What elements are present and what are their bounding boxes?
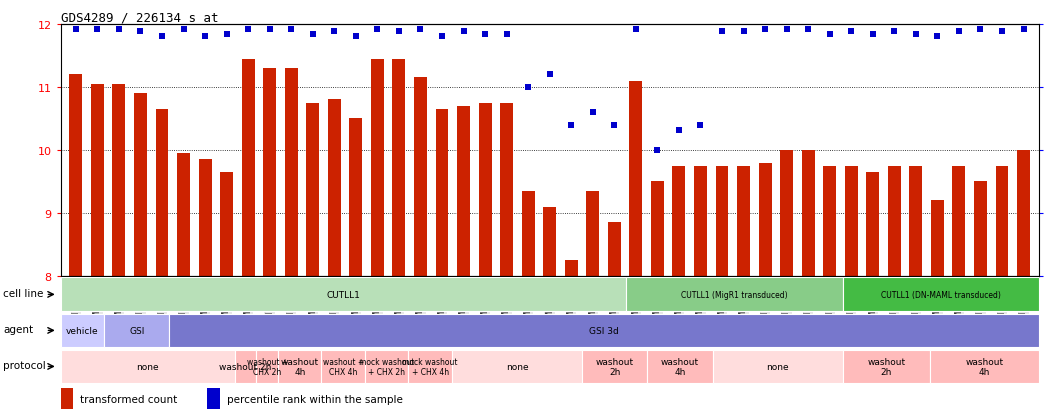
Bar xyxy=(436,110,448,276)
Bar xyxy=(242,59,254,276)
Bar xyxy=(845,166,857,276)
Text: mock washout
+ CHX 2h: mock washout + CHX 2h xyxy=(359,357,415,376)
Bar xyxy=(257,350,279,383)
Text: washout
2h: washout 2h xyxy=(596,357,633,376)
Bar xyxy=(365,350,408,383)
Bar xyxy=(823,166,837,276)
Bar xyxy=(321,350,365,383)
Bar xyxy=(651,182,664,276)
Text: GSI: GSI xyxy=(129,326,144,335)
Text: washout
4h: washout 4h xyxy=(965,357,1003,376)
Bar xyxy=(802,150,815,276)
Bar xyxy=(626,278,843,311)
Bar xyxy=(235,350,257,383)
Bar xyxy=(61,350,235,383)
Bar xyxy=(279,350,321,383)
Text: CUTLL1: CUTLL1 xyxy=(327,290,360,299)
Text: washout
4h: washout 4h xyxy=(281,357,319,376)
Bar xyxy=(974,182,987,276)
Text: agent: agent xyxy=(3,324,34,334)
Bar xyxy=(564,261,578,276)
Bar xyxy=(715,166,729,276)
Bar xyxy=(263,69,276,276)
Bar xyxy=(931,201,943,276)
Bar xyxy=(408,350,452,383)
Bar xyxy=(478,103,491,276)
Text: none: none xyxy=(766,362,789,371)
Bar xyxy=(586,191,599,276)
Text: cell line: cell line xyxy=(3,288,43,298)
Bar xyxy=(220,173,233,276)
Bar xyxy=(307,103,319,276)
Bar xyxy=(371,59,384,276)
Bar xyxy=(930,350,1039,383)
Text: vehicle: vehicle xyxy=(66,326,98,335)
Bar xyxy=(458,107,470,276)
Bar xyxy=(500,103,513,276)
Bar xyxy=(452,350,582,383)
Bar xyxy=(780,150,793,276)
Text: protocol: protocol xyxy=(3,360,46,370)
Bar xyxy=(647,350,713,383)
Bar xyxy=(843,278,1039,311)
Bar xyxy=(713,350,843,383)
Bar xyxy=(69,75,83,276)
Bar xyxy=(105,314,170,347)
Bar xyxy=(543,207,556,276)
Bar xyxy=(112,85,126,276)
Bar xyxy=(61,388,73,409)
Bar xyxy=(156,110,169,276)
Bar xyxy=(694,166,707,276)
Text: percentile rank within the sample: percentile rank within the sample xyxy=(227,394,403,404)
Bar xyxy=(843,350,930,383)
Text: washout 2h: washout 2h xyxy=(219,362,271,371)
Bar xyxy=(672,166,686,276)
Bar xyxy=(207,388,220,409)
Bar xyxy=(61,314,105,347)
Bar xyxy=(285,69,297,276)
Bar xyxy=(737,166,750,276)
Bar xyxy=(910,166,922,276)
Text: none: none xyxy=(506,362,529,371)
Bar xyxy=(521,191,535,276)
Text: washout
4h: washout 4h xyxy=(661,357,699,376)
Text: GDS4289 / 226134_s_at: GDS4289 / 226134_s_at xyxy=(61,11,218,24)
Bar xyxy=(134,94,147,276)
Bar xyxy=(414,78,427,276)
Bar xyxy=(350,119,362,276)
Text: mock washout
+ CHX 4h: mock washout + CHX 4h xyxy=(402,357,458,376)
Text: none: none xyxy=(136,362,159,371)
Bar xyxy=(629,81,642,276)
Text: GSI 3d: GSI 3d xyxy=(589,326,619,335)
Bar xyxy=(328,100,340,276)
Bar xyxy=(199,160,211,276)
Bar xyxy=(1017,150,1030,276)
Text: CUTLL1 (MigR1 transduced): CUTLL1 (MigR1 transduced) xyxy=(682,290,787,299)
Bar xyxy=(953,166,965,276)
Bar xyxy=(91,85,104,276)
Bar xyxy=(608,223,621,276)
Text: transformed count: transformed count xyxy=(81,394,178,404)
Text: CUTLL1 (DN-MAML transduced): CUTLL1 (DN-MAML transduced) xyxy=(881,290,1001,299)
Bar xyxy=(866,173,879,276)
Bar xyxy=(996,166,1008,276)
Text: washout +
CHX 2h: washout + CHX 2h xyxy=(246,357,288,376)
Bar xyxy=(759,163,772,276)
Text: washout +
CHX 4h: washout + CHX 4h xyxy=(322,357,364,376)
Bar xyxy=(582,350,647,383)
Bar xyxy=(61,278,626,311)
Bar xyxy=(177,154,190,276)
Bar xyxy=(393,59,405,276)
Bar xyxy=(888,166,900,276)
Text: washout
2h: washout 2h xyxy=(868,357,906,376)
Bar xyxy=(170,314,1039,347)
